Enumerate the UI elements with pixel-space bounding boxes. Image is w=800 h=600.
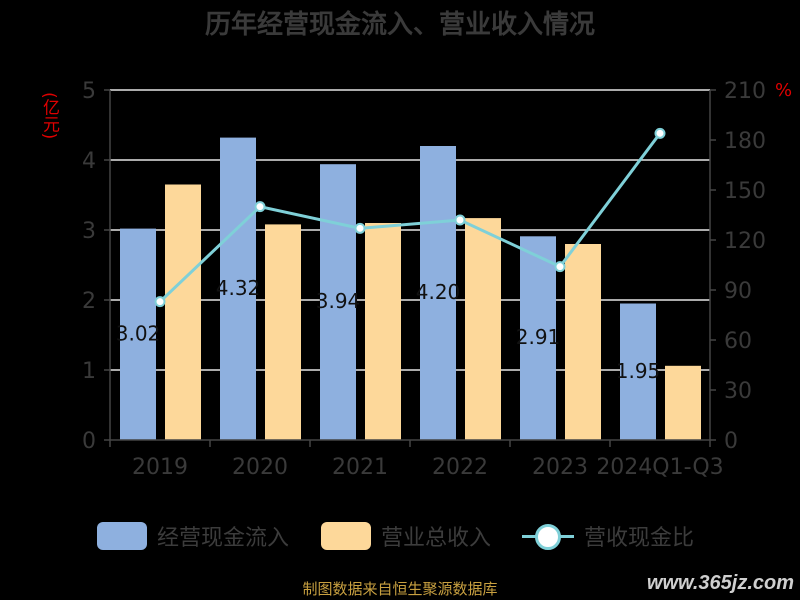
x-tick-label: 2024Q1-Q3 <box>596 455 723 480</box>
legend: 经营现金流入 营业总收入 营收现金比 <box>0 516 800 556</box>
data-label-cash-inflow: 4.20 <box>416 280 461 304</box>
legend-item-cash-inflow[interactable]: 经营现金流入 <box>97 516 289 556</box>
bar-revenue <box>365 223 401 440</box>
legend-line-marker-icon <box>522 522 574 550</box>
x-tick-label: 2022 <box>432 455 488 480</box>
bar-cash-inflow <box>320 164 356 440</box>
y-left-tick-label: 5 <box>82 79 96 104</box>
x-tick-label: 2019 <box>132 455 188 480</box>
bar-revenue <box>265 224 301 440</box>
x-tick-label: 2021 <box>332 455 388 480</box>
x-tick-label: 2023 <box>532 455 588 480</box>
y-left-tick-label: 1 <box>82 359 96 384</box>
y-left-tick-label: 3 <box>82 219 96 244</box>
y-left-tick-label: 4 <box>82 149 96 174</box>
bar-cash-inflow <box>520 236 556 440</box>
bar-revenue <box>165 184 201 440</box>
source-note: 制图数据来自恒生聚源数据库 <box>302 580 498 598</box>
point-cash-ratio <box>154 296 166 308</box>
legend-item-cash-ratio[interactable]: 营收现金比 <box>522 516 694 556</box>
data-label-cash-inflow: 4.32 <box>216 276 261 300</box>
right-axis-unit: % <box>775 80 793 101</box>
point-cash-ratio <box>254 201 266 213</box>
legend-swatch-cash-inflow <box>97 522 147 550</box>
left-axis-unit: (亿元) <box>39 92 59 140</box>
data-label-cash-inflow: 2.91 <box>516 325 561 349</box>
y-right-tick-label: 60 <box>724 329 752 354</box>
legend-item-revenue[interactable]: 营业总收入 <box>321 516 491 556</box>
legend-label-cash-ratio: 营收现金比 <box>584 526 695 551</box>
y-right-tick-label: 210 <box>724 79 766 104</box>
point-cash-ratio <box>554 261 566 273</box>
point-cash-ratio <box>454 214 466 226</box>
y-right-tick-label: 30 <box>724 379 752 404</box>
bar-cash-inflow <box>420 146 456 440</box>
point-cash-ratio <box>354 222 366 234</box>
y-left-tick-label: 0 <box>82 429 96 454</box>
bar-revenue <box>565 244 601 440</box>
line-cash-ratio <box>158 132 662 303</box>
legend-label-revenue: 营业总收入 <box>381 526 492 551</box>
bar-revenue <box>665 365 701 440</box>
y-right-tick-label: 0 <box>724 429 738 454</box>
legend-label-cash-inflow: 经营现金流入 <box>157 526 290 551</box>
bar-cash-inflow <box>620 303 656 440</box>
x-tick-label: 2020 <box>232 455 288 480</box>
y-left-tick-label: 2 <box>82 289 96 314</box>
data-label-cash-inflow: 3.94 <box>316 289 361 313</box>
legend-swatch-revenue <box>321 522 371 550</box>
chart-title: 历年经营现金流入、营业收入情况 <box>204 10 595 40</box>
point-cash-ratio <box>654 127 666 139</box>
bar-cash-inflow <box>120 228 156 440</box>
data-label-cash-inflow: 3.02 <box>116 321 161 345</box>
y-right-tick-label: 90 <box>724 279 752 304</box>
y-right-tick-label: 120 <box>724 229 766 254</box>
data-label-cash-inflow: 1.95 <box>616 359 661 383</box>
watermark-logo: www.365jz.com <box>646 572 794 594</box>
bar-cash-inflow <box>220 137 256 440</box>
bar-revenue <box>465 218 501 440</box>
y-right-tick-label: 150 <box>724 179 766 204</box>
y-right-tick-label: 180 <box>724 129 766 154</box>
